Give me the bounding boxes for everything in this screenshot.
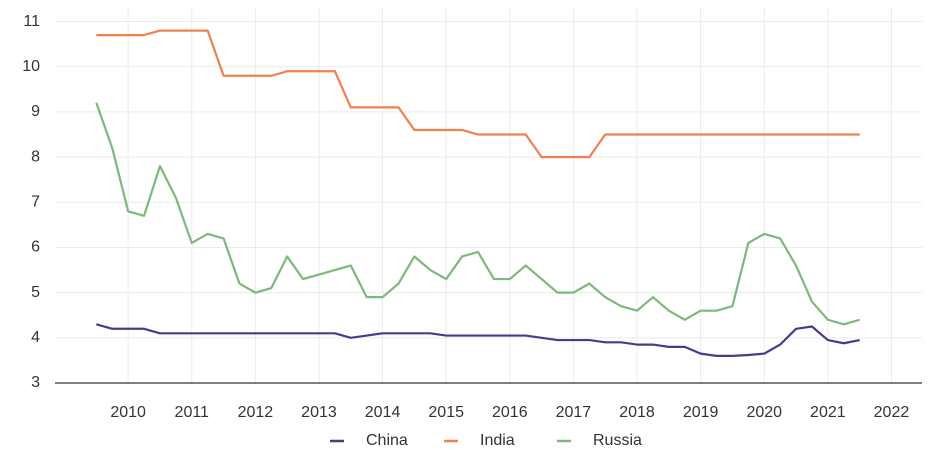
y-tick-label: 4 [31, 329, 40, 346]
y-tick-label: 10 [22, 58, 40, 75]
y-tick-label: 9 [31, 103, 40, 120]
series-line [95, 102, 860, 326]
x-tick-label: 2016 [492, 404, 528, 421]
x-tick-label: 2011 [175, 404, 210, 421]
legend-label: China [366, 432, 408, 449]
y-tick-label: 6 [31, 239, 40, 256]
x-tick-label: 2019 [683, 404, 719, 421]
x-tick-label: 2015 [428, 404, 464, 421]
x-tick-label: 2020 [746, 404, 782, 421]
series-line [96, 323, 860, 357]
legend-label: Russia [593, 432, 642, 449]
x-tick-label: 2013 [301, 404, 337, 421]
y-tick-label: 3 [31, 374, 40, 391]
legend: China India Russia [330, 432, 642, 449]
x-tick-label: 2010 [110, 404, 146, 421]
y-tick-label: 8 [31, 148, 40, 165]
x-tick-label: 2014 [365, 404, 401, 421]
legend-label: India [480, 432, 515, 449]
y-tick-label: 5 [31, 284, 40, 301]
x-tick-label: 2012 [238, 404, 274, 421]
y-tick-label: 11 [23, 13, 40, 30]
x-tick-label: 2018 [619, 404, 655, 421]
series-line [96, 29, 860, 159]
x-tick-label: 2021 [810, 404, 846, 421]
x-tick-label: 2017 [556, 404, 592, 421]
y-tick-label: 7 [31, 193, 40, 210]
x-tick-label: 2022 [874, 404, 910, 421]
